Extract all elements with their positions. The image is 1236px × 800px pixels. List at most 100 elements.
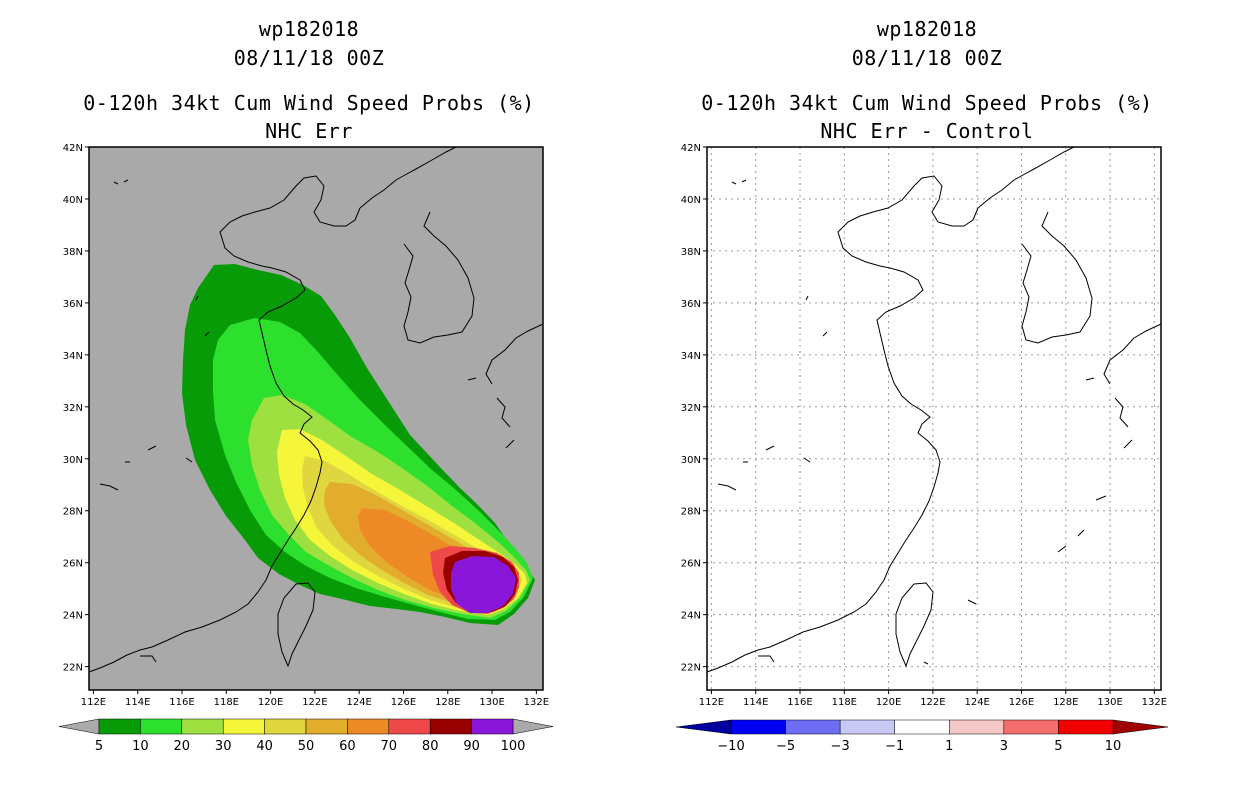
lat-tick-label: 24N xyxy=(681,611,701,622)
map-background xyxy=(707,147,1161,690)
lon-tick-label: 126E xyxy=(391,697,416,708)
colorbar-swatch xyxy=(181,718,224,735)
right-panel: wp182018 08/11/18 00Z 0-120h 34kt Cum Wi… xyxy=(618,0,1236,800)
lon-tick-label: 112E xyxy=(699,697,724,708)
latitude-ticks: 22N 24N 26N 28N 30N 32N 34N 36N 38N 40N 42N xyxy=(63,143,89,674)
colorbar-label: 60 xyxy=(339,739,356,754)
colorbar-swatch xyxy=(839,719,895,735)
gridlines xyxy=(707,147,1161,690)
product-title: 0-120h 34kt Cum Wind Speed Probs (%) xyxy=(701,91,1153,115)
colorbar-label: −5 xyxy=(776,739,795,754)
lon-tick-label: 114E xyxy=(125,697,150,708)
lon-tick-label: 118E xyxy=(214,697,239,708)
product-title: 0-120h 34kt Cum Wind Speed Probs (%) xyxy=(83,91,535,115)
lon-tick-label: 124E xyxy=(346,697,371,708)
datetime: 08/11/18 00Z xyxy=(851,46,1003,70)
colorbar: −10 −5 −3 −1 1 3 5 10 xyxy=(675,719,1169,754)
colorbar: 5 10 20 30 40 50 60 70 80 90 100 xyxy=(58,718,554,754)
lon-tick-label: 128E xyxy=(1053,697,1078,708)
lat-tick-label: 30N xyxy=(681,455,701,466)
lat-tick-label: 28N xyxy=(63,507,83,518)
colorbar-label: 40 xyxy=(256,739,273,754)
colorbar-label: 30 xyxy=(215,739,232,754)
colorbar-swatch xyxy=(429,718,472,735)
colorbar-label: 80 xyxy=(422,739,439,754)
left-map: 112E 114E 116E 118E 120E 122E 124E 126E 128E 130E… xyxy=(58,143,554,754)
lat-tick-label: 42N xyxy=(63,143,83,154)
colorbar-label: −10 xyxy=(717,739,744,754)
colorbar-swatch xyxy=(264,718,307,735)
colorbar-label: −3 xyxy=(831,739,850,754)
colorbar-arrow-low xyxy=(675,719,732,735)
colorbar-swatch xyxy=(785,719,841,735)
longitude-ticks: 112E 114E 116E 118E 120E 122E 124E 126E 128E 130E… xyxy=(699,690,1167,708)
subtitle: NHC Err - Control xyxy=(820,119,1034,143)
lat-tick-label: 28N xyxy=(681,507,701,518)
lon-tick-label: 118E xyxy=(832,697,857,708)
colorbar-swatch xyxy=(471,718,514,735)
lat-tick-label: 26N xyxy=(63,559,83,570)
lon-tick-label: 116E xyxy=(169,697,194,708)
colorbar-swatch xyxy=(388,718,431,735)
lon-tick-label: 112E xyxy=(81,697,106,708)
lat-tick-label: 42N xyxy=(681,143,701,154)
lat-tick-label: 40N xyxy=(63,195,83,206)
lon-tick-label: 122E xyxy=(920,697,945,708)
lon-tick-label: 124E xyxy=(964,697,989,708)
colorbar-swatch xyxy=(140,718,183,735)
colorbar-label: 100 xyxy=(501,739,526,754)
islands xyxy=(717,179,977,665)
colorbar-label: 20 xyxy=(174,739,191,754)
colorbar-label: 50 xyxy=(298,739,315,754)
storm-id: wp182018 xyxy=(876,17,978,41)
lon-tick-label: 132E xyxy=(1142,697,1167,708)
lat-tick-label: 34N xyxy=(681,351,701,362)
colorbar-label: 3 xyxy=(1000,739,1008,754)
colorbar-swatch xyxy=(347,718,390,735)
taiwan-coastline xyxy=(277,582,316,668)
right-map: 112E 114E 116E 118E 120E 122E 124E 126E 128E 130E… xyxy=(675,143,1169,754)
colorbar-arrow-high xyxy=(1112,719,1169,735)
korea-coastline xyxy=(359,146,475,344)
lat-tick-label: 34N xyxy=(63,351,83,362)
colorbar-swatch xyxy=(222,718,265,735)
datetime: 08/11/18 00Z xyxy=(233,46,385,70)
left-panel: wp182018 08/11/18 00Z 0-120h 34kt Cum Wi… xyxy=(58,17,554,754)
map-frame xyxy=(88,146,544,691)
colorbar-label: 5 xyxy=(1054,739,1062,754)
lat-tick-label: 30N xyxy=(63,455,83,466)
lat-tick-label: 22N xyxy=(63,663,83,674)
lat-tick-label: 36N xyxy=(63,299,83,310)
korea-coastline xyxy=(977,146,1093,344)
colorbar-label: 5 xyxy=(95,739,103,754)
coastlines xyxy=(88,146,544,673)
lon-tick-label: 114E xyxy=(743,697,768,708)
latitude-ticks: 22N 24N 26N 28N 30N 32N 34N 36N 38N 40N 42N xyxy=(681,143,707,674)
lon-tick-label: 128E xyxy=(435,697,460,708)
lat-tick-label: 36N xyxy=(681,299,701,310)
lon-tick-label: 132E xyxy=(524,697,549,708)
lat-tick-label: 32N xyxy=(681,403,701,414)
lon-tick-label: 122E xyxy=(302,697,327,708)
lon-tick-label: 120E xyxy=(258,697,283,708)
colorbar-arrow-low xyxy=(58,718,100,735)
japan-coastline xyxy=(1057,323,1162,553)
colorbar-swatch xyxy=(305,718,348,735)
map-frame xyxy=(706,146,1162,691)
lat-tick-label: 24N xyxy=(63,611,83,622)
storm-id: wp182018 xyxy=(258,17,360,41)
china-coastline xyxy=(88,175,361,673)
lat-tick-label: 26N xyxy=(681,559,701,570)
lon-tick-label: 130E xyxy=(1097,697,1122,708)
colorbar-label: 70 xyxy=(381,739,398,754)
lon-tick-label: 130E xyxy=(479,697,504,708)
colorbar-arrow-high xyxy=(512,718,554,735)
contour-90 xyxy=(451,556,516,613)
taiwan-coastline xyxy=(895,582,934,668)
lon-tick-label: 120E xyxy=(876,697,901,708)
colorbar-swatch xyxy=(730,719,786,735)
coastlines xyxy=(706,146,1162,673)
colorbar-label: 10 xyxy=(1105,739,1122,754)
colorbar-label: 90 xyxy=(463,739,480,754)
china-coastline xyxy=(706,175,979,673)
